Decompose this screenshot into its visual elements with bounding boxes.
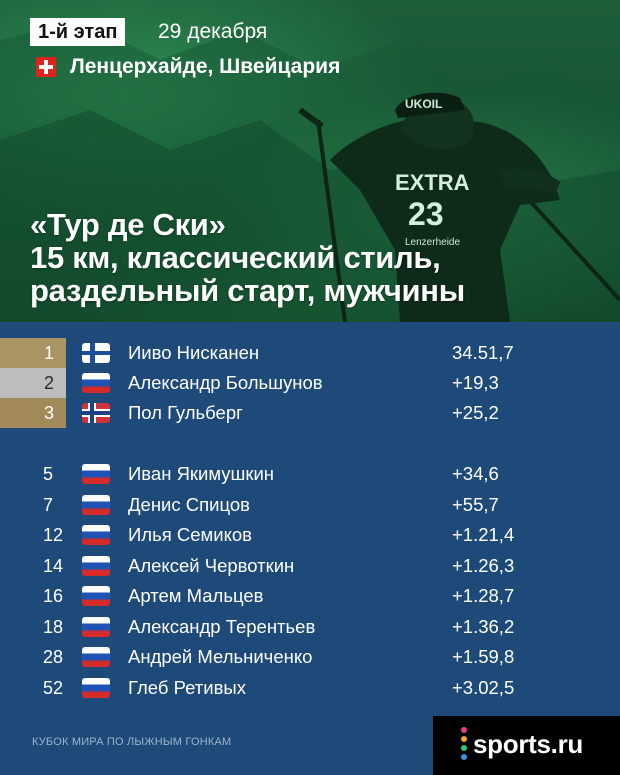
- athlete-time: +1.36,2: [452, 616, 515, 637]
- athlete-name: Артем Мальцев: [128, 585, 264, 606]
- athlete-name: Александр Большунов: [128, 372, 323, 393]
- brand-text: sports.ru: [473, 729, 583, 759]
- athlete-name: Ииво Нисканен: [128, 342, 260, 363]
- switzerland-flag-icon: [36, 57, 56, 77]
- stage-date: 29 декабря: [158, 20, 268, 43]
- result-row: 14 Алексей Червоткин +1.26,3: [0, 551, 620, 581]
- athlete-name: Иван Якимушкин: [128, 463, 275, 484]
- position-badge-gold: 1: [0, 338, 66, 368]
- result-row-3: 3 Пол Гульберг +25,2: [0, 398, 620, 428]
- athlete-time: +19,3: [452, 372, 499, 393]
- logo-dot: [461, 754, 467, 760]
- result-row: 5 Иван Якимушкин +34,6: [0, 459, 620, 489]
- logo-dot: [461, 736, 467, 742]
- result-row: 28 Андрей Мельниченко +1.59,8: [0, 642, 620, 672]
- athlete-name: Александр Терентьев: [128, 616, 316, 637]
- athlete-name: Андрей Мельниченко: [128, 646, 313, 667]
- position-number: 5: [43, 464, 54, 484]
- stage-badge: 1-й этап: [30, 18, 126, 46]
- svg-text:Lenzerheide: Lenzerheide: [405, 237, 460, 248]
- russia-flag-icon: [82, 556, 110, 576]
- russia-flag-icon: [82, 464, 110, 484]
- finland-flag-icon: [82, 343, 110, 363]
- norway-flag-icon: [82, 403, 110, 423]
- athlete-name: Глеб Ретивых: [128, 677, 246, 698]
- position-number: 16: [43, 586, 64, 606]
- hero-banner: UKOIL EXTRA 23 Lenzerheide 1-й этап 29 д…: [0, 0, 620, 322]
- sports-ru-logo[interactable]: sports.ru: [433, 716, 620, 775]
- footer-caption: КУБОК МИРА ПО ЛЫЖНЫМ ГОНКАМ: [32, 736, 232, 748]
- result-row: 7 Денис Спицов +55,7: [0, 490, 620, 520]
- result-row: 18 Александр Терентьев +1.36,2: [0, 612, 620, 642]
- russia-flag-icon: [82, 525, 110, 545]
- position-badge-silver: 2: [0, 368, 66, 398]
- svg-text:EXTRA: EXTRA: [395, 170, 470, 195]
- athlete-time: +1.28,7: [452, 585, 515, 606]
- athlete-time: +34,6: [452, 463, 499, 484]
- title-line: «Тур де Ски»: [30, 207, 226, 242]
- result-row-1: 1 Ииво Нисканен 34.51,7: [0, 338, 620, 368]
- athlete-time: +1.26,3: [452, 555, 515, 576]
- athlete-time: +25,2: [452, 402, 499, 423]
- page-title: «Тур де Ски» 15 км, классический стиль, …: [30, 208, 590, 307]
- position-number: 12: [43, 525, 64, 545]
- position-number: 52: [43, 678, 64, 698]
- athlete-name: Денис Спицов: [128, 494, 250, 515]
- skier-photo: UKOIL EXTRA 23 Lenzerheide: [0, 20, 620, 322]
- athlete-time: 34.51,7: [452, 342, 514, 363]
- russia-flag-icon: [82, 373, 110, 393]
- athlete-name: Пол Гульберг: [128, 402, 243, 423]
- result-row: 16 Артем Мальцев +1.28,7: [0, 581, 620, 611]
- russia-flag-icon: [82, 495, 110, 515]
- logo-dot: [461, 727, 467, 733]
- result-row: 52 Глеб Ретивых +3.02,5: [0, 673, 620, 703]
- russia-flag-icon: [82, 647, 110, 667]
- athlete-time: +1.59,8: [452, 646, 515, 667]
- svg-text:UKOIL: UKOIL: [405, 97, 442, 111]
- logo-dot: [461, 745, 467, 751]
- svg-text:23: 23: [408, 196, 444, 232]
- title-line: 15 км, классический стиль,: [30, 240, 441, 275]
- location-text: Ленцерхайде, Швейцария: [70, 55, 341, 78]
- position-number: 7: [43, 495, 54, 515]
- athlete-time: +1.21,4: [452, 524, 515, 545]
- position-number: 18: [43, 617, 64, 637]
- location-row: Ленцерхайде, Швейцария: [36, 54, 340, 80]
- position-number: 28: [43, 647, 64, 667]
- results-table: 1 Ииво Нисканен 34.51,7 2 Александр Боль…: [0, 322, 620, 775]
- title-line: раздельный старт, мужчины: [30, 273, 465, 308]
- logo-dots-icon: [459, 727, 469, 765]
- result-row-2: 2 Александр Большунов +19,3: [0, 368, 620, 398]
- athlete-time: +55,7: [452, 494, 499, 515]
- result-row: 12 Илья Семиков +1.21,4: [0, 520, 620, 550]
- athlete-time: +3.02,5: [452, 677, 515, 698]
- position-badge-bronze: 3: [0, 398, 66, 428]
- position-number: 14: [43, 556, 64, 576]
- russia-flag-icon: [82, 678, 110, 698]
- russia-flag-icon: [82, 617, 110, 637]
- athlete-name: Алексей Червоткин: [128, 555, 295, 576]
- russia-flag-icon: [82, 586, 110, 606]
- athlete-name: Илья Семиков: [128, 524, 253, 545]
